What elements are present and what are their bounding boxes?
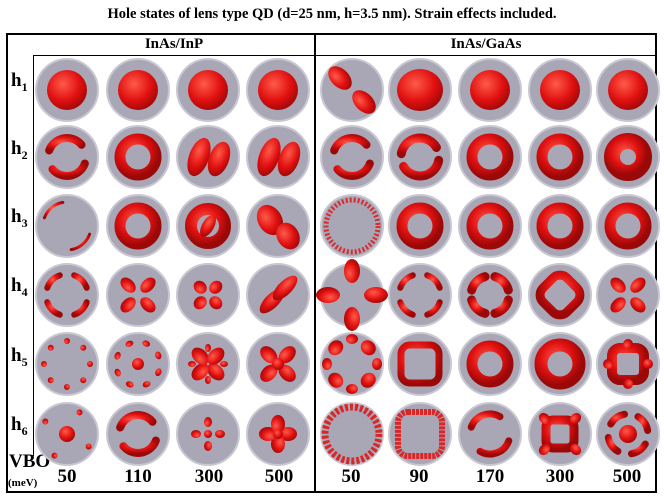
column-label: 90 — [409, 466, 429, 487]
state-panel-h4-col5 — [316, 259, 388, 331]
state-panel-h1-col6 — [388, 58, 452, 122]
state-panel-h3-col5 — [320, 194, 384, 258]
state-panel-h4-col3 — [176, 263, 240, 327]
state-panel-h6-col2 — [106, 402, 170, 466]
state-panel-h3-col4 — [246, 194, 310, 258]
figure-title: Hole states of lens type QD (d=25 nm, h=… — [107, 6, 557, 22]
state-panel-h1-col4 — [246, 58, 310, 122]
column-label: 110 — [124, 466, 152, 487]
column-label: 300 — [545, 466, 575, 487]
state-panel-h1-col7 — [458, 58, 522, 122]
state-panel-h4-col1 — [35, 263, 99, 327]
group-header-inas-inp: InAs/InP — [144, 36, 204, 52]
state-panel-h3-col3 — [176, 194, 240, 258]
state-panel-h2-col4 — [246, 125, 310, 189]
column-label: 500 — [612, 466, 642, 487]
state-panel-h1-col9 — [596, 58, 660, 122]
state-panel-h2-col7 — [458, 125, 522, 189]
state-panel-h5-col9 — [596, 332, 660, 396]
state-panel-h3-col7 — [458, 194, 522, 258]
vbo-label: VBO — [9, 451, 51, 472]
state-panel-h1-col8 — [528, 58, 592, 122]
column-label: 50 — [57, 466, 77, 487]
row-label-h6: h6 — [11, 414, 28, 438]
state-panel-h4-col7 — [458, 263, 522, 327]
state-panel-h3-col6 — [388, 194, 452, 258]
state-panel-h1-col1 — [35, 58, 99, 122]
state-panel-h2-col9 — [596, 125, 660, 189]
row-label-h1: h1 — [11, 70, 28, 94]
state-panel-h5-col2 — [106, 332, 170, 396]
vbo-unit: (meV) — [8, 477, 38, 489]
state-panel-h3-col2 — [106, 194, 170, 258]
group-divider — [314, 34, 316, 492]
row-label-h2: h2 — [11, 138, 28, 162]
state-panel-h6-col1 — [35, 402, 99, 466]
state-panel-h3-col9 — [596, 194, 660, 258]
state-panel-h5-col7 — [458, 332, 522, 396]
state-panel-h4-col9 — [596, 263, 660, 327]
state-panel-h2-col1 — [35, 125, 99, 189]
state-panel-h4-col8 — [528, 263, 592, 327]
state-panel-h5-col6 — [388, 332, 452, 396]
state-panel-h2-col3 — [176, 125, 240, 189]
row-label-h3: h3 — [11, 206, 28, 230]
state-panel-h1-col3 — [176, 58, 240, 122]
state-panel-h6-col3 — [176, 402, 240, 466]
column-label: 170 — [475, 466, 505, 487]
label-divider — [33, 56, 34, 456]
state-panel-h3-col1 — [35, 194, 99, 258]
state-panel-h6-col6 — [388, 402, 452, 466]
column-label: 500 — [264, 466, 294, 487]
state-panel-h5-col5 — [320, 332, 384, 396]
state-panel-h4-col6 — [388, 263, 452, 327]
group-header-inas-gaas: InAs/GaAs — [450, 36, 522, 52]
row-label-h5: h5 — [11, 345, 28, 369]
state-panel-h4-col2 — [106, 263, 170, 327]
row-label-h4: h4 — [11, 275, 28, 299]
state-panel-h5-col4 — [246, 332, 310, 396]
column-label: 300 — [194, 466, 224, 487]
state-panel-h1-col2 — [106, 58, 170, 122]
state-panel-h5-col3 — [176, 332, 240, 396]
state-panel-h2-col2 — [106, 125, 170, 189]
state-panel-h2-col6 — [388, 125, 452, 189]
state-panel-h6-col8 — [528, 402, 592, 466]
state-panel-h4-col4 — [246, 263, 310, 327]
state-panel-h5-col8 — [528, 332, 592, 396]
state-panel-h1-col5 — [320, 58, 384, 122]
state-panel-h2-col5 — [320, 125, 384, 189]
state-panel-h6-col7 — [458, 402, 522, 466]
state-panel-h3-col8 — [528, 194, 592, 258]
state-panel-h2-col8 — [528, 125, 592, 189]
state-panel-h6-col5 — [320, 402, 384, 466]
column-label: 50 — [341, 466, 361, 487]
header-divider — [33, 55, 656, 56]
state-panel-h6-col4 — [246, 402, 310, 466]
figure-frame — [6, 33, 657, 493]
state-panel-h6-col9 — [596, 402, 660, 466]
state-panel-h5-col1 — [35, 332, 99, 396]
